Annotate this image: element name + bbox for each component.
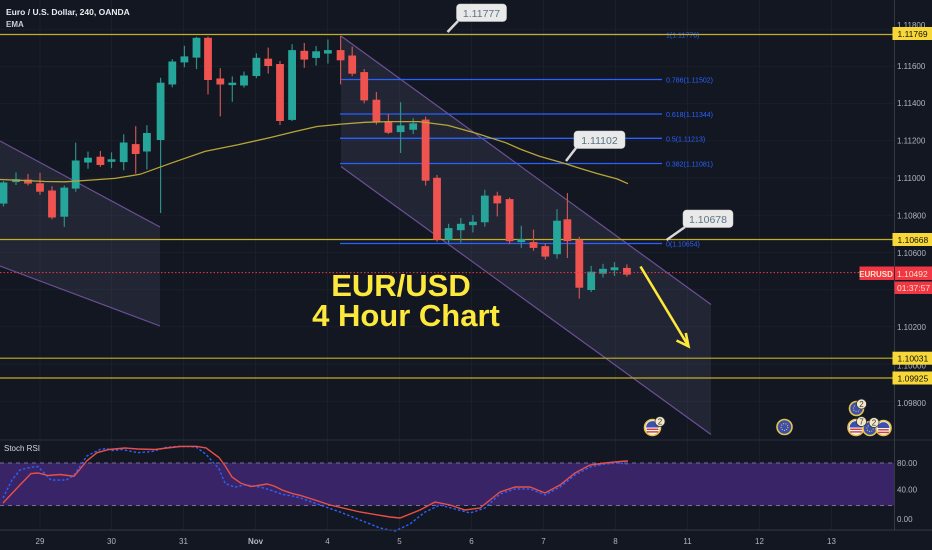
- svg-text:1.11400: 1.11400: [897, 99, 926, 108]
- svg-text:31: 31: [179, 537, 188, 546]
- svg-text:6: 6: [469, 537, 474, 546]
- svg-text:1.10492: 1.10492: [897, 269, 928, 279]
- svg-text:1.10031: 1.10031: [898, 354, 929, 364]
- svg-text:1.11000: 1.11000: [897, 174, 926, 183]
- svg-text:2: 2: [872, 418, 877, 427]
- svg-text:1.09925: 1.09925: [898, 374, 929, 384]
- svg-text:1.11769: 1.11769: [898, 29, 928, 39]
- svg-text:1.10600: 1.10600: [897, 249, 926, 258]
- svg-text:11: 11: [683, 537, 692, 546]
- svg-text:1.11800: 1.11800: [897, 21, 926, 30]
- svg-text:1.11777: 1.11777: [463, 8, 500, 20]
- svg-text:1.09800: 1.09800: [897, 399, 926, 408]
- svg-text:1.10678: 1.10678: [689, 214, 727, 226]
- svg-text:01:37:57: 01:37:57: [897, 283, 930, 293]
- svg-text:4 Hour Chart: 4 Hour Chart: [312, 298, 500, 333]
- svg-text:80.00: 80.00: [897, 459, 918, 468]
- svg-text:4: 4: [325, 537, 330, 546]
- svg-text:12: 12: [755, 537, 764, 546]
- svg-text:0.5(1.11213): 0.5(1.11213): [666, 136, 705, 143]
- svg-text:7: 7: [541, 537, 546, 546]
- svg-text:7: 7: [859, 417, 864, 426]
- svg-text:8: 8: [613, 537, 618, 546]
- svg-text:13: 13: [827, 537, 836, 546]
- svg-text:1.10800: 1.10800: [897, 212, 926, 221]
- svg-text:1.10000: 1.10000: [897, 362, 926, 371]
- svg-text:Stoch RSI: Stoch RSI: [4, 444, 40, 453]
- svg-text:0.786(1.11502): 0.786(1.11502): [666, 78, 713, 85]
- svg-text:Euro / U.S. Dollar, 240, OANDA: Euro / U.S. Dollar, 240, OANDA: [6, 7, 130, 17]
- svg-text:0.00: 0.00: [897, 515, 913, 524]
- svg-text:1.11600: 1.11600: [897, 62, 926, 71]
- svg-text:EUR/USD: EUR/USD: [331, 268, 471, 303]
- svg-text:2: 2: [859, 400, 864, 409]
- svg-text:0.382(1.11081): 0.382(1.11081): [666, 162, 713, 169]
- svg-text:1.11200: 1.11200: [897, 137, 926, 146]
- svg-text:5: 5: [397, 537, 402, 546]
- svg-text:2: 2: [658, 417, 663, 426]
- svg-text:40.00: 40.00: [897, 485, 918, 494]
- svg-text:1(1.11776): 1(1.11776): [666, 33, 699, 40]
- svg-text:30: 30: [107, 537, 116, 546]
- svg-text:0.618(1.11344): 0.618(1.11344): [666, 112, 713, 119]
- svg-text:Nov: Nov: [248, 537, 264, 546]
- svg-text:1.10668: 1.10668: [898, 235, 929, 245]
- svg-text:1.11102: 1.11102: [581, 135, 618, 147]
- svg-text:EURUSD: EURUSD: [859, 270, 893, 279]
- svg-text:EMA: EMA: [6, 20, 24, 29]
- svg-text:0(1.10654): 0(1.10654): [666, 242, 700, 249]
- svg-text:29: 29: [36, 537, 45, 546]
- svg-text:1.10200: 1.10200: [897, 323, 926, 332]
